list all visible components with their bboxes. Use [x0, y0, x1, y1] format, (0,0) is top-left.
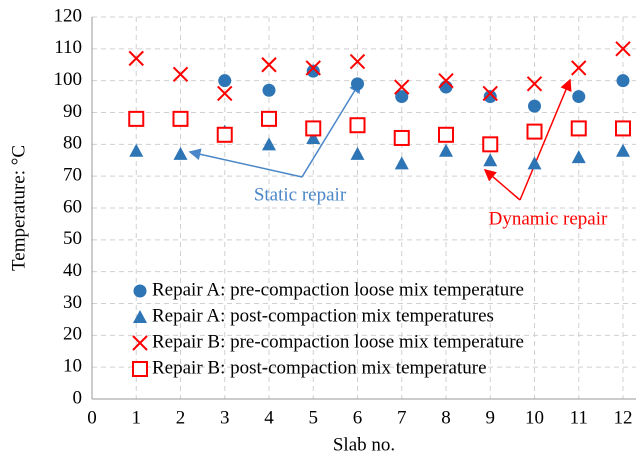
x-tick-label: 3: [220, 407, 230, 428]
x-tick-label: 8: [441, 407, 451, 428]
marker-x: [571, 60, 587, 76]
marker-triangle: [350, 146, 365, 160]
marker-x: [305, 60, 321, 76]
legend-label: Repair A: post-compaction mix temperatur…: [152, 305, 494, 326]
marker-x: [217, 85, 233, 102]
x-tick-label: 4: [264, 407, 274, 428]
x-tick-label: 5: [309, 407, 319, 428]
x-tick-label: 2: [176, 407, 186, 428]
y-tick-label: 110: [54, 37, 82, 58]
arrow: [188, 148, 303, 178]
marker-triangle: [129, 143, 144, 157]
marker-square: [438, 126, 454, 143]
marker-triangle: [306, 130, 321, 144]
marker-square: [305, 120, 322, 137]
y-tick-label: 100: [54, 69, 83, 90]
marker-circle: [572, 90, 586, 104]
marker-circle: [395, 90, 409, 104]
y-tick-label: 90: [63, 101, 82, 122]
marker-square: [526, 123, 543, 140]
annotation: Dynamic repair: [489, 208, 608, 229]
x-axis-title: Slab no.: [333, 434, 395, 455]
marker-square: [570, 120, 587, 137]
marker-x: [261, 57, 277, 73]
marker-circle: [439, 80, 453, 94]
marker-x: [172, 66, 189, 83]
marker-square: [393, 129, 410, 146]
y-tick-label: 10: [63, 356, 82, 377]
marker-circle: [616, 74, 630, 88]
marker-circle: [483, 90, 497, 104]
marker-triangle: [439, 143, 453, 157]
annotation: Static repair: [254, 184, 347, 205]
y-tick-label: 30: [63, 292, 82, 313]
y-tick-label: 0: [73, 387, 83, 408]
marker-triangle: [483, 153, 498, 167]
marker-x: [349, 53, 366, 70]
marker-square: [172, 110, 189, 127]
marker-circle: [306, 64, 320, 78]
legend-label: Repair B: post-compaction mix temperatur…: [152, 357, 487, 378]
y-tick-label: 20: [63, 324, 82, 345]
x-tick-label: 1: [132, 407, 142, 428]
marker-triangle: [571, 150, 586, 164]
y-tick-label: 40: [63, 260, 82, 281]
marker-triangle: [173, 146, 188, 160]
marker-x: [394, 79, 410, 95]
marker-square: [349, 117, 366, 134]
x-tick-label: 7: [397, 407, 407, 428]
y-axis-title: Temperature: °C: [8, 145, 29, 271]
y-tick-label: 60: [63, 196, 82, 217]
x-tick-label: 10: [525, 407, 544, 428]
arrow: [301, 80, 361, 178]
marker-triangle: [394, 156, 409, 170]
y-tick-label: 70: [63, 165, 82, 186]
x-tick-label: 11: [570, 407, 588, 428]
arrow: [519, 78, 572, 201]
x-tick-label: 12: [614, 407, 633, 428]
marker-x: [526, 76, 543, 92]
marker-triangle: [616, 143, 630, 157]
marker-square: [261, 110, 277, 127]
y-tick-label: 120: [54, 5, 83, 26]
marker-triangle: [133, 310, 147, 323]
marker-x: [128, 50, 144, 67]
marker-circle: [351, 77, 364, 91]
marker-circle: [133, 284, 147, 298]
marker-circle: [262, 83, 276, 97]
legend-label: Repair A: pre-compaction loose mix tempe…: [152, 279, 524, 300]
x-tick-label: 0: [87, 407, 97, 428]
marker-x: [132, 335, 148, 351]
marker-circle: [528, 99, 541, 113]
marker-triangle: [527, 156, 542, 170]
legend-label: Repair B: pre-compaction loose mix tempe…: [152, 331, 524, 352]
y-tick-label: 80: [63, 133, 82, 154]
marker-square: [482, 136, 499, 153]
marker-x: [438, 72, 454, 89]
y-tick-label: 50: [63, 228, 82, 249]
marker-triangle: [262, 137, 276, 151]
marker-square: [128, 110, 145, 127]
marker-square: [132, 361, 148, 377]
x-tick-label: 6: [353, 407, 363, 428]
arrow: [483, 169, 521, 201]
marker-x: [615, 41, 631, 57]
marker-circle: [218, 74, 232, 88]
marker-square: [216, 126, 233, 143]
marker-x: [482, 85, 498, 102]
marker-square: [615, 120, 631, 137]
x-tick-label: 9: [486, 407, 496, 428]
